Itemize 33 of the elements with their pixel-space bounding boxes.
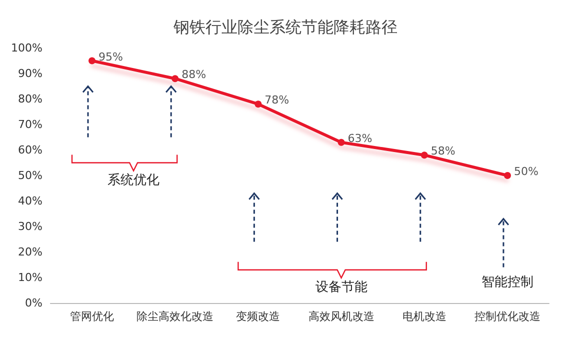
point xyxy=(172,75,179,82)
text: 58% xyxy=(430,144,456,158)
point xyxy=(504,172,511,179)
point xyxy=(420,152,428,159)
y-tick-label: 50% xyxy=(18,169,42,182)
y-tick-label: 10% xyxy=(18,271,42,284)
point xyxy=(338,138,345,146)
x-tick-label: 管网优化 xyxy=(70,310,114,323)
point xyxy=(88,57,96,64)
text: 95% xyxy=(98,50,123,64)
x-tick-label: 除尘高效化改造 xyxy=(136,310,214,323)
x-tick-label: 高效风机改造 xyxy=(308,310,374,323)
y-tick-label: 90% xyxy=(18,67,42,80)
y-tick-label: 80% xyxy=(18,92,42,106)
text: 78% xyxy=(264,94,290,107)
chart-title: 钢铁行业除尘系统节能降耗路径 xyxy=(172,18,398,36)
y-tick-label: 20% xyxy=(18,246,42,258)
y-tick-label: 100% xyxy=(10,42,42,54)
y-tick-label: 40% xyxy=(18,194,42,208)
x-tick-label: 变频改造 xyxy=(236,310,280,323)
text: 63% xyxy=(348,132,372,145)
x-tick-label: 电机改造 xyxy=(402,310,446,323)
point xyxy=(254,100,262,108)
annotation: 设备节能 xyxy=(315,280,368,296)
y-tick-label: 0% xyxy=(24,296,42,310)
y-tick-label: 70% xyxy=(18,118,42,131)
annotation: 系统优化 xyxy=(108,173,160,188)
y-tick-label: 60% xyxy=(18,144,42,156)
y-tick-label: 30% xyxy=(18,220,42,233)
annotation: 智能控制 xyxy=(481,275,534,290)
x-tick-label: 控制优化改造 xyxy=(474,310,540,323)
text: 88% xyxy=(182,68,206,82)
text: 50% xyxy=(514,165,538,178)
